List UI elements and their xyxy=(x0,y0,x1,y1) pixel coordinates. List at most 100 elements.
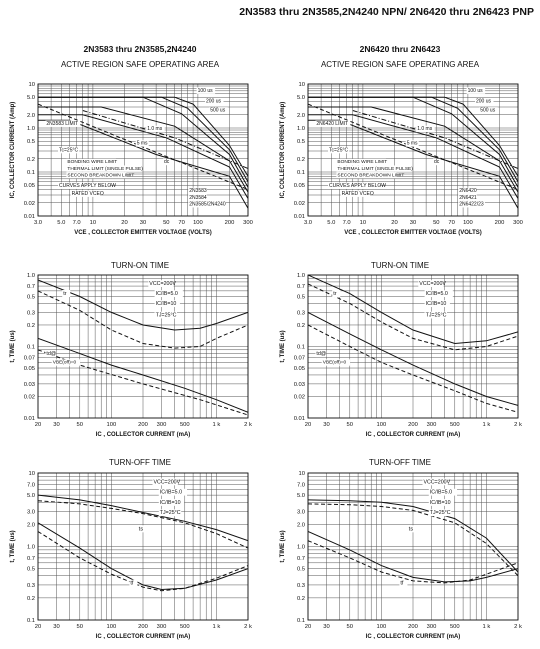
y-tick-label: 0.5 xyxy=(297,567,305,573)
section-title-npn: 2N3583 thru 2N3585,2N4240 xyxy=(83,44,197,54)
plot-frame xyxy=(37,83,249,217)
x-axis-label: IC , COLLECTOR CURRENT (mA) xyxy=(96,634,191,640)
y-tick-label: 1.0 xyxy=(27,273,35,279)
x-tick-label: 3.0 xyxy=(304,220,312,226)
y-tick-label: 0.02 xyxy=(24,201,35,207)
annotation-bg xyxy=(407,525,416,533)
y-tick-label: 0.2 xyxy=(27,157,35,163)
annotation-tf: tf xyxy=(130,581,134,587)
y-tick-label: 0.1 xyxy=(27,170,35,176)
annotation-curves1: CURVES APPLY BELOW xyxy=(329,183,386,189)
annotation-t_100: 100 us xyxy=(468,88,484,94)
series-line-3 xyxy=(308,106,518,193)
annotation-t_500: 500 us xyxy=(210,108,226,114)
y-tick-label: 0.1 xyxy=(27,345,35,351)
x-tick-label: 20 xyxy=(35,422,41,428)
series-line-2 xyxy=(38,522,248,591)
annotation-t_5ms: 5 ms xyxy=(137,141,148,147)
y-tick-label: 0.2 xyxy=(297,596,305,602)
series-line-2 xyxy=(38,337,248,413)
annotation-t_1ms: 1.0 ms xyxy=(147,126,163,132)
x-axis-label: IC , COLLECTOR CURRENT (mA) xyxy=(366,432,461,438)
page-title: 2N3583 thru 2N3585,2N4240 NPN/ 2N6420 th… xyxy=(239,6,534,18)
y-tick-label: 0.1 xyxy=(297,170,305,176)
annotation-bg xyxy=(152,478,178,486)
x-tick-label: 7.0 xyxy=(73,220,81,226)
annotation-bg xyxy=(424,290,453,298)
plot-frame xyxy=(307,472,519,621)
y-tick-label: 0.05 xyxy=(294,183,305,189)
y-tick-label: 3.0 xyxy=(297,509,305,515)
annotation-tr: tr xyxy=(63,291,67,297)
annotation-bg xyxy=(458,187,477,195)
annotation-curves1: CURVES APPLY BELOW xyxy=(59,183,116,189)
x-tick-label: 50 xyxy=(347,624,353,630)
annotation-bg xyxy=(154,311,178,319)
annotation-l3: IC/IB=10 xyxy=(156,301,177,307)
x-tick-label: 1 k xyxy=(483,624,491,630)
y-tick-label: 0.01 xyxy=(24,214,35,220)
series-line-5 xyxy=(308,119,518,209)
y-tick-label: 0.1 xyxy=(27,618,35,624)
annotation-bg xyxy=(458,200,485,208)
annotation-bg xyxy=(163,158,171,166)
chart-title-ton-pnp: TURN-ON TIME xyxy=(370,261,430,270)
annotation-bg xyxy=(428,509,452,517)
annotation-bg xyxy=(315,350,327,358)
y-tick-label: 0.5 xyxy=(27,567,35,573)
chart-title-toff-npn: TURN-OFF TIME xyxy=(108,458,172,467)
y-tick-label: 0.3 xyxy=(27,583,35,589)
x-tick-label: 300 xyxy=(513,220,523,226)
series-line-4 xyxy=(308,114,518,199)
annotation-bg xyxy=(129,579,138,587)
x-tick-label: 50 xyxy=(77,624,83,630)
x-axis-label: IC , COLLECTOR CURRENT (mA) xyxy=(96,432,191,438)
annotation-bg xyxy=(158,499,185,506)
x-tick-label: 300 xyxy=(243,220,253,226)
annotation-bg xyxy=(428,499,455,506)
x-tick-label: 2 k xyxy=(244,422,252,428)
annotation-bg xyxy=(137,525,146,533)
y-tick-label: 0.7 xyxy=(297,556,305,562)
plot-frame xyxy=(307,83,519,217)
annotation-bg xyxy=(466,87,486,94)
y-tick-label: 0.2 xyxy=(27,323,35,329)
annotation-t_200: 200 us xyxy=(476,98,492,104)
annotation-dev2: 2N6421 xyxy=(459,195,477,201)
plot-frame xyxy=(37,472,249,621)
y-axis-label: t, TIME (us) xyxy=(10,530,16,562)
chart-title-soa-npn: ACTIVE REGION SAFE OPERATING AREA xyxy=(60,60,220,69)
y-tick-label: 0.1 xyxy=(297,618,305,624)
series-line-0 xyxy=(38,279,248,331)
x-tick-label: 200 xyxy=(495,220,505,226)
x-tick-label: 300 xyxy=(157,422,167,428)
x-tick-label: 10 xyxy=(360,220,366,226)
y-tick-label: 0.02 xyxy=(294,201,305,207)
series-line-0 xyxy=(308,499,518,573)
annotation-bg xyxy=(154,290,183,298)
series-line-1 xyxy=(308,503,518,577)
x-tick-label: 30 xyxy=(140,220,146,226)
annotation-vbe: VBE(off)=0 xyxy=(53,360,77,366)
annotation-l3: IC/IB=10 xyxy=(430,500,451,506)
series-line-2 xyxy=(308,96,518,188)
chart-title-toff-pnp: TURN-OFF TIME xyxy=(368,458,432,467)
annotation-bg xyxy=(315,120,351,127)
annotation-dev2: 2N3584 xyxy=(189,195,207,201)
y-tick-label: 0.01 xyxy=(294,416,305,422)
x-tick-label: 500 xyxy=(180,422,190,428)
x-tick-label: 2 k xyxy=(514,422,522,428)
annotation-dev3: 2N6422/23 xyxy=(459,201,484,207)
x-tick-label: 500 xyxy=(180,624,190,630)
annotation-legend_second: SECOND BREAKDOWN LIMIT xyxy=(337,172,404,178)
x-tick-label: 100 xyxy=(193,220,203,226)
x-axis-label: VCE , COLLECTOR EMITTER VOLTAGE (VOLTS) xyxy=(344,230,482,236)
annotation-bg xyxy=(336,172,397,179)
annotation-td: td@ xyxy=(316,351,326,357)
annotation-bg xyxy=(428,488,458,496)
annotation-l4: TJ=25°C xyxy=(160,510,181,516)
